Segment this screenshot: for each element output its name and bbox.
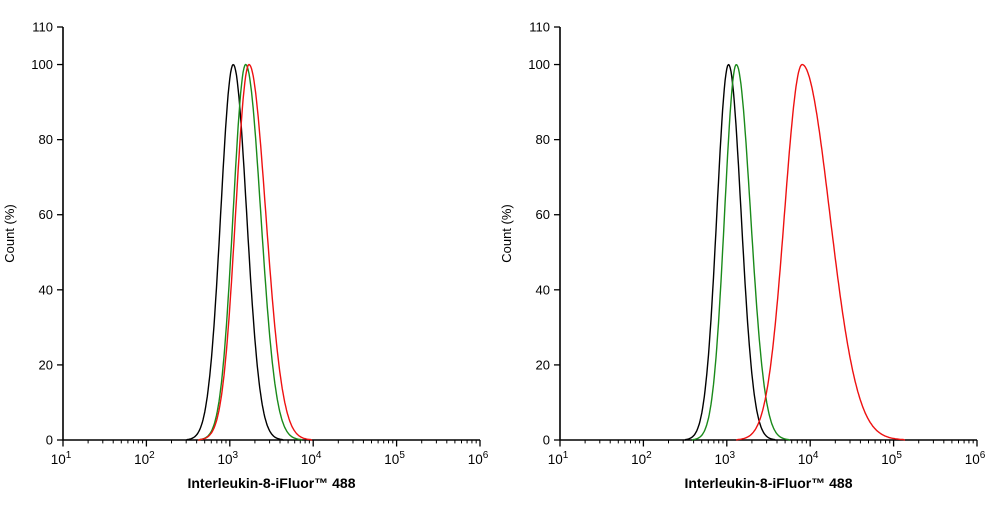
left-histogram-svg: 0 20 40 60 80 100 110 101 102 103 104 105 106 Count (… — [2, 20, 489, 492]
axes-lines — [62, 27, 480, 441]
x-tick-label: 105 — [384, 450, 405, 467]
y-tick-label: 80 — [39, 132, 53, 147]
x-tick-label: 105 — [881, 450, 902, 467]
x-axis-label: Interleukin-8-iFluor™ 488 — [187, 475, 355, 491]
curve-green-peak — [691, 64, 790, 441]
x-tick-label: 106 — [965, 450, 986, 467]
y-tick-label: 110 — [529, 20, 550, 35]
x-tick-label: 104 — [798, 450, 819, 467]
right-histogram-svg: 0 20 40 60 80 100 110 101 102 103 104 105 106 Count (… — [499, 20, 986, 492]
y-tick-label: 20 — [39, 357, 53, 372]
curves — [684, 63, 906, 441]
y-tick-label: 0 — [543, 433, 550, 448]
y-axis-label: Count (%) — [2, 204, 17, 263]
x-tick-label: 101 — [548, 450, 569, 467]
y-axis-ticks: 0 20 40 60 80 100 110 — [31, 20, 63, 448]
x-axis-ticks: 101 102 103 104 105 106 — [548, 440, 986, 467]
x-tick-label: 106 — [468, 450, 489, 467]
curve-green-peak — [198, 63, 303, 441]
y-tick-label: 40 — [39, 282, 53, 297]
y-tick-label: 0 — [46, 433, 53, 448]
curve-red-peak — [736, 63, 906, 441]
left-histogram-panel: 0 20 40 60 80 100 110 101 102 103 104 105 106 Count (… — [0, 0, 497, 501]
curves — [185, 63, 313, 441]
x-tick-label: 104 — [301, 450, 322, 467]
x-axis-ticks: 101 102 103 104 105 106 — [51, 440, 489, 467]
y-axis-ticks: 0 20 40 60 80 100 110 — [528, 20, 560, 448]
y-tick-label: 80 — [536, 132, 550, 147]
x-tick-label: 101 — [51, 450, 72, 467]
y-tick-label: 60 — [536, 207, 550, 222]
curve-black-control-peak — [185, 63, 284, 441]
x-tick-label: 102 — [134, 450, 155, 467]
curve-black-control-peak — [684, 63, 776, 441]
x-axis-label: Interleukin-8-iFluor™ 488 — [684, 475, 852, 491]
x-tick-label: 103 — [218, 450, 239, 467]
y-tick-label: 40 — [536, 282, 550, 297]
y-tick-label: 100 — [31, 57, 53, 72]
right-histogram-panel: 0 20 40 60 80 100 110 101 102 103 104 105 106 Count (… — [497, 0, 994, 501]
x-tick-label: 102 — [631, 450, 652, 467]
x-tick-label: 103 — [715, 450, 736, 467]
y-axis-label: Count (%) — [499, 204, 514, 263]
y-tick-label: 110 — [32, 20, 53, 35]
y-tick-label: 20 — [536, 357, 550, 372]
y-tick-label: 60 — [39, 207, 53, 222]
y-tick-label: 100 — [528, 57, 550, 72]
curve-red-peak — [198, 63, 313, 441]
